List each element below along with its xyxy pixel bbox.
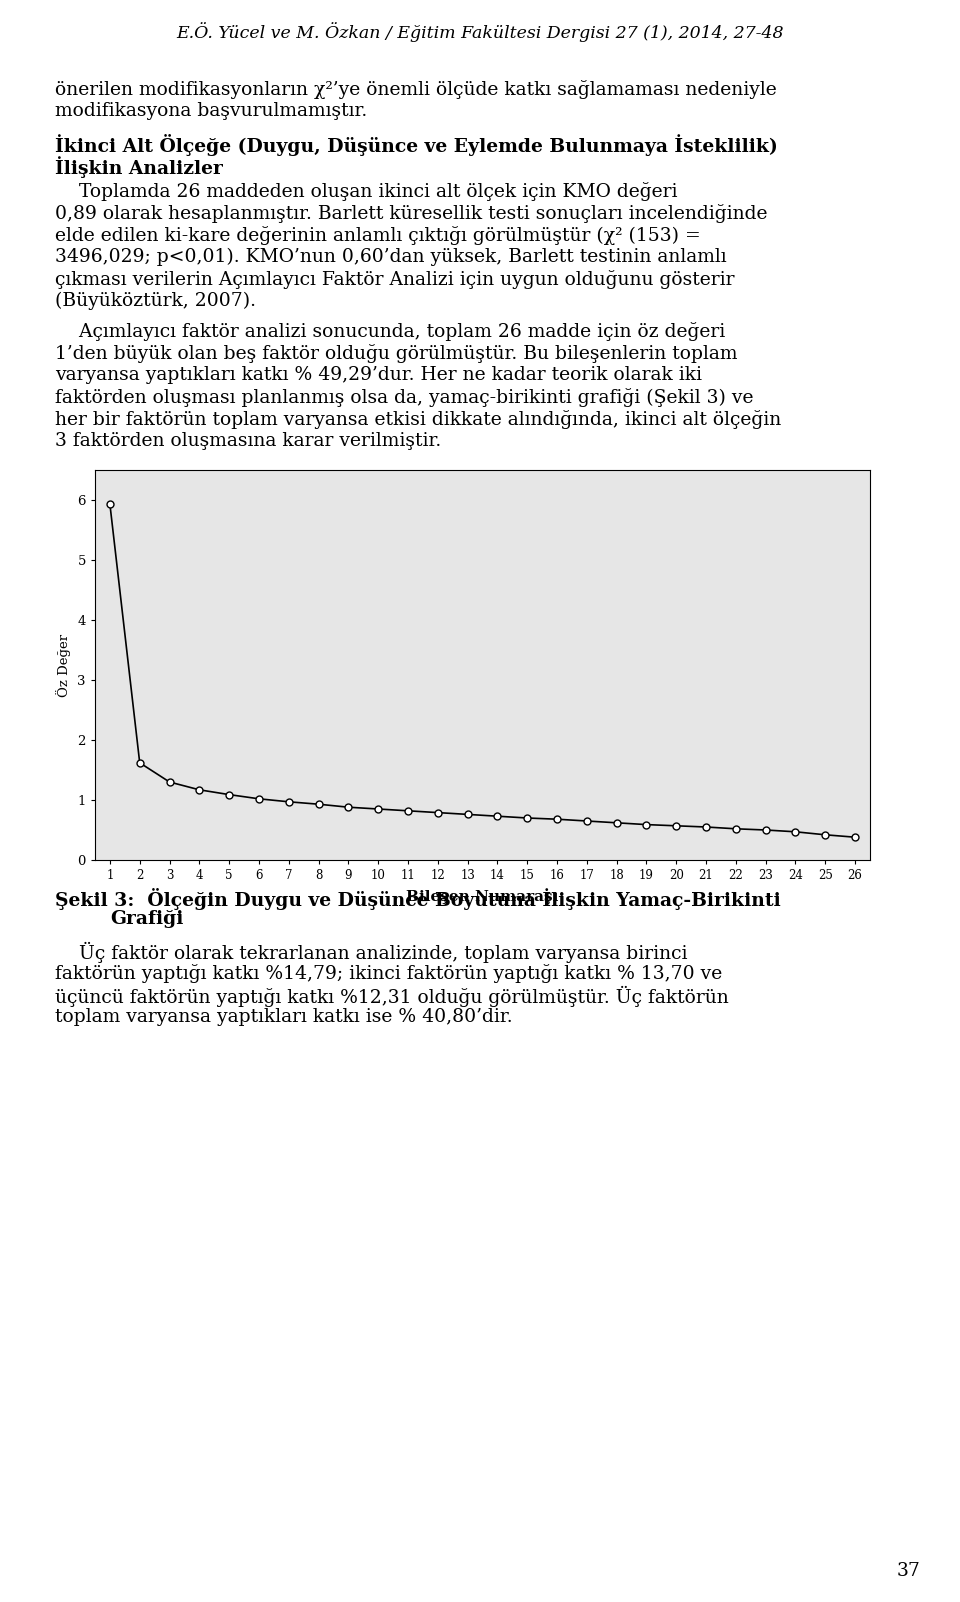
- Text: Üç faktör olarak tekrarlanan analizinde, toplam varyansa birinci: Üç faktör olarak tekrarlanan analizinde,…: [55, 942, 687, 963]
- Text: toplam varyansa yaptıkları katkı ise % 40,80’dir.: toplam varyansa yaptıkları katkı ise % 4…: [55, 1008, 513, 1025]
- Y-axis label: Öz Değer: Öz Değer: [56, 633, 70, 697]
- Text: önerilen modifikasyonların χ²’ye önemli ölçüde katkı sağlamaması nedeniyle: önerilen modifikasyonların χ²’ye önemli …: [55, 80, 777, 99]
- Text: 3496,029; p<0,01). KMO’nun 0,60’dan yüksek, Barlett testinin anlamlı: 3496,029; p<0,01). KMO’nun 0,60’dan yüks…: [55, 248, 727, 266]
- Text: faktörden oluşması planlanmış olsa da, yamaç-birikinti grafiği (Şekil 3) ve: faktörden oluşması planlanmış olsa da, y…: [55, 388, 754, 407]
- Text: Açımlayıcı faktör analizi sonucunda, toplam 26 madde için öz değeri: Açımlayıcı faktör analizi sonucunda, top…: [55, 322, 725, 341]
- Text: 0,89 olarak hesaplanmıştır. Barlett küresellik testi sonuçları incelendiğinde: 0,89 olarak hesaplanmıştır. Barlett küre…: [55, 203, 767, 223]
- Text: çıkması verilerin Açımlayıcı Faktör Analizi için uygun olduğunu gösterir: çıkması verilerin Açımlayıcı Faktör Anal…: [55, 271, 734, 288]
- Text: Grafiği: Grafiği: [110, 910, 183, 928]
- Text: varyansa yaptıkları katkı % 49,29’dur. Her ne kadar teorik olarak iki: varyansa yaptıkları katkı % 49,29’dur. H…: [55, 365, 702, 384]
- Text: 37: 37: [896, 1562, 920, 1580]
- Text: elde edilen ki-kare değerinin anlamlı çıktığı görülmüştür (χ² (153) =: elde edilen ki-kare değerinin anlamlı çı…: [55, 226, 701, 245]
- Text: Şekil 3:  Ölçeğin Duygu ve Düşünce Boyutuna İlişkin Yamaç-Birikinti: Şekil 3: Ölçeğin Duygu ve Düşünce Boyutu…: [55, 888, 780, 910]
- Text: Toplamda 26 maddeden oluşan ikinci alt ölçek için KMO değeri: Toplamda 26 maddeden oluşan ikinci alt ö…: [55, 183, 678, 200]
- Text: (Büyüköztürk, 2007).: (Büyüköztürk, 2007).: [55, 292, 256, 311]
- Text: faktörün yaptığı katkı %14,79; ikinci faktörün yaptığı katkı % 13,70 ve: faktörün yaptığı katkı %14,79; ikinci fa…: [55, 964, 722, 984]
- Text: İlişkin Analizler: İlişkin Analizler: [55, 155, 223, 178]
- Text: her bir faktörün toplam varyansa etkisi dikkate alındığında, ikinci alt ölçeğin: her bir faktörün toplam varyansa etkisi …: [55, 410, 781, 429]
- Text: 3 faktörden oluşmasına karar verilmiştir.: 3 faktörden oluşmasına karar verilmiştir…: [55, 433, 442, 450]
- Text: İkinci Alt Ölçeğe (Duygu, Düşünce ve Eylemde Bulunmaya İsteklilik): İkinci Alt Ölçeğe (Duygu, Düşünce ve Eyl…: [55, 135, 778, 155]
- Text: E.Ö. Yücel ve M. Özkan / Eğitim Fakültesi Dergisi 27 (1), 2014, 27-48: E.Ö. Yücel ve M. Özkan / Eğitim Fakültes…: [177, 22, 783, 42]
- Text: modifikasyona başvurulmamıştır.: modifikasyona başvurulmamıştır.: [55, 103, 368, 120]
- Text: üçüncü faktörün yaptığı katkı %12,31 olduğu görülmüştür. Üç faktörün: üçüncü faktörün yaptığı katkı %12,31 old…: [55, 985, 729, 1008]
- Text: 1’den büyük olan beş faktör olduğu görülmüştür. Bu bileşenlerin toplam: 1’den büyük olan beş faktör olduğu görül…: [55, 344, 737, 364]
- X-axis label: Bileşen Numaraşı: Bileşen Numaraşı: [406, 891, 559, 905]
